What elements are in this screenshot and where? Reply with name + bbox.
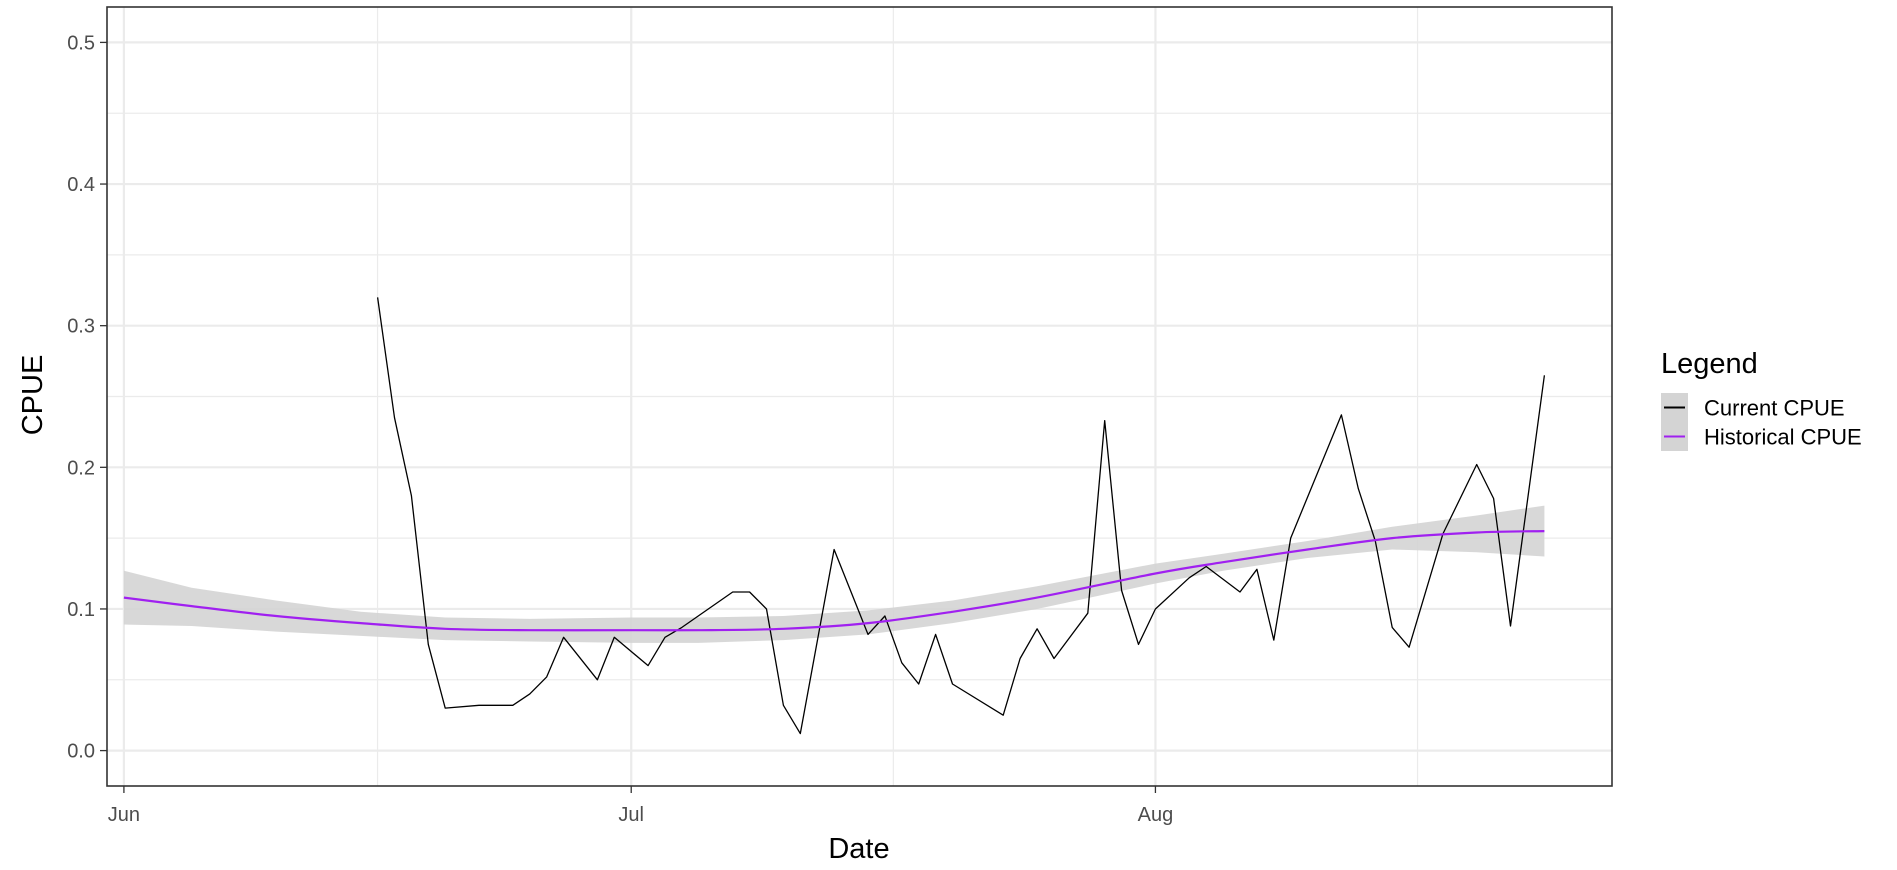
legend: Legend Current CPUE Historical CPUE xyxy=(1661,348,1862,451)
x-tick-label: Jun xyxy=(108,804,140,826)
historical-cpue-confidence-band xyxy=(123,505,1545,643)
x-tick-label: Aug xyxy=(1138,804,1174,826)
panel-border-layer xyxy=(106,6,1613,787)
y-axis-title: CPUE xyxy=(17,355,49,436)
x-axis-title: Date xyxy=(828,833,889,865)
major-gridlines xyxy=(107,7,1612,786)
current-cpue-line xyxy=(376,297,1546,735)
y-tick-label: 0.1 xyxy=(67,599,95,621)
y-tick-label: 0.4 xyxy=(67,174,95,196)
historical-confidence-band-layer xyxy=(123,505,1545,643)
y-tick-label: 0.0 xyxy=(67,741,95,763)
historical-cpue-line xyxy=(123,530,1545,632)
series-layer xyxy=(123,297,1546,735)
minor-gridlines xyxy=(107,7,1612,786)
panel-border xyxy=(106,6,1613,787)
legend-label-historical-cpue: Historical CPUE xyxy=(1704,425,1862,450)
y-axis: 0.0 0.1 0.2 0.3 0.4 0.5 xyxy=(67,32,107,763)
x-axis: Jun Jul Aug xyxy=(108,786,1173,826)
y-tick-label: 0.3 xyxy=(67,316,95,338)
y-tick-label: 0.2 xyxy=(67,457,95,479)
y-tick-label: 0.5 xyxy=(67,32,95,54)
legend-label-current-cpue: Current CPUE xyxy=(1704,396,1845,421)
legend-entries: Current CPUE Historical CPUE xyxy=(1661,393,1862,451)
x-tick-label: Jul xyxy=(618,804,644,826)
legend-title: Legend xyxy=(1661,348,1758,380)
